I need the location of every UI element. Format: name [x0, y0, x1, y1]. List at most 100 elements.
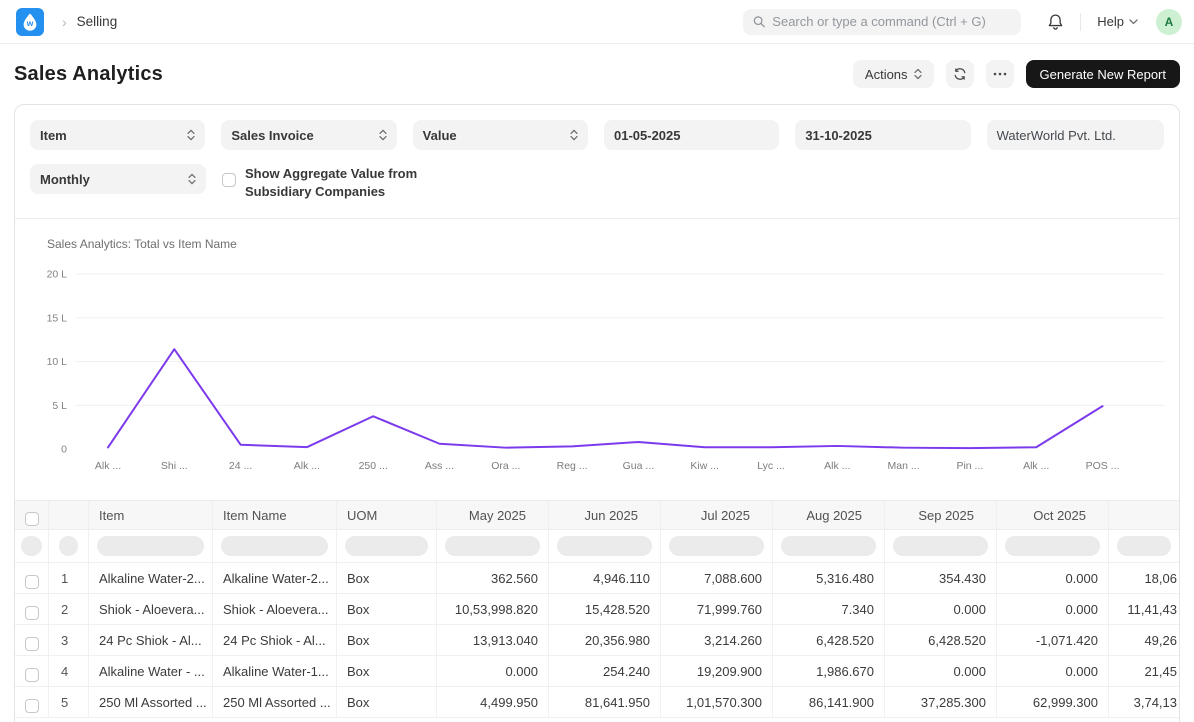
tree-type-select[interactable]: Item	[30, 120, 205, 150]
search-input[interactable]	[772, 14, 1011, 29]
column-filter-input[interactable]	[1117, 536, 1171, 556]
filter-cell[interactable]	[773, 530, 885, 562]
month-value-cell[interactable]: 5,316.480	[773, 563, 885, 593]
month-value-cell[interactable]: -1,071.420	[997, 625, 1109, 655]
item-name-cell[interactable]: Shiok - Aloevera...	[213, 594, 337, 624]
item-cell[interactable]: 24 Pc Shiok - Al...	[89, 625, 213, 655]
month-value-cell[interactable]: 15,428.520	[549, 594, 661, 624]
row-checkbox[interactable]	[25, 606, 39, 620]
filter-cell[interactable]	[437, 530, 549, 562]
row-checkbox[interactable]	[25, 699, 39, 713]
month-value-cell[interactable]: 0.000	[885, 656, 997, 686]
month-value-cell[interactable]: 13,913.040	[437, 625, 549, 655]
aggregate-checkbox-group[interactable]: Show Aggregate Value from Subsidiary Com…	[222, 164, 445, 200]
item-cell[interactable]: 250 Ml Assorted ...	[89, 687, 213, 717]
column-header[interactable]	[1109, 501, 1179, 529]
month-value-cell[interactable]: 6,428.520	[773, 625, 885, 655]
month-value-cell[interactable]: 0.000	[997, 594, 1109, 624]
total-cell-clipped[interactable]: 21,45	[1109, 656, 1179, 686]
month-value-cell[interactable]: 4,499.950	[437, 687, 549, 717]
month-value-cell[interactable]: 4,946.110	[549, 563, 661, 593]
month-value-cell[interactable]: 7.340	[773, 594, 885, 624]
month-value-cell[interactable]: 37,285.300	[885, 687, 997, 717]
item-name-cell[interactable]: Alkaline Water-2...	[213, 563, 337, 593]
column-filter-input[interactable]	[21, 536, 42, 556]
row-checkbox-cell[interactable]	[15, 656, 49, 686]
row-checkbox-cell[interactable]	[15, 625, 49, 655]
filter-cell[interactable]	[213, 530, 337, 562]
row-checkbox-cell[interactable]	[15, 563, 49, 593]
column-header[interactable]: Jun 2025	[549, 501, 661, 529]
month-value-cell[interactable]: 1,01,570.300	[661, 687, 773, 717]
column-filter-input[interactable]	[221, 536, 328, 556]
help-menu[interactable]: Help	[1097, 14, 1138, 29]
filter-cell[interactable]	[549, 530, 661, 562]
actions-button[interactable]: Actions	[853, 60, 934, 88]
to-date-input[interactable]: 31-10-2025	[795, 120, 970, 150]
select-all-checkbox[interactable]	[25, 512, 39, 526]
uom-cell[interactable]: Box	[337, 563, 437, 593]
user-avatar[interactable]: A	[1156, 9, 1182, 35]
column-header[interactable]: Aug 2025	[773, 501, 885, 529]
row-checkbox[interactable]	[25, 637, 39, 651]
column-header[interactable]: May 2025	[437, 501, 549, 529]
month-value-cell[interactable]: 1,986.670	[773, 656, 885, 686]
month-value-cell[interactable]: 0.000	[437, 656, 549, 686]
company-input[interactable]: WaterWorld Pvt. Ltd.	[987, 120, 1164, 150]
filter-cell[interactable]	[885, 530, 997, 562]
total-cell-clipped[interactable]: 11,41,43	[1109, 594, 1179, 624]
row-checkbox-cell[interactable]	[15, 594, 49, 624]
month-value-cell[interactable]: 10,53,998.820	[437, 594, 549, 624]
item-name-cell[interactable]: Alkaline Water-1...	[213, 656, 337, 686]
column-filter-input[interactable]	[445, 536, 540, 556]
filter-cell[interactable]	[997, 530, 1109, 562]
filter-cell[interactable]	[89, 530, 213, 562]
value-quantity-select[interactable]: Value	[413, 120, 588, 150]
filter-cell[interactable]	[49, 530, 89, 562]
from-date-input[interactable]: 01-05-2025	[604, 120, 779, 150]
month-value-cell[interactable]: 20,356.980	[549, 625, 661, 655]
item-name-cell[interactable]: 250 Ml Assorted ...	[213, 687, 337, 717]
filter-cell[interactable]	[1109, 530, 1179, 562]
app-logo[interactable]: w	[16, 8, 44, 36]
month-value-cell[interactable]: 6,428.520	[885, 625, 997, 655]
item-cell[interactable]: Alkaline Water - ...	[89, 656, 213, 686]
generate-new-report-button[interactable]: Generate New Report	[1026, 60, 1180, 88]
month-value-cell[interactable]: 362.560	[437, 563, 549, 593]
column-filter-input[interactable]	[59, 536, 78, 556]
column-filter-input[interactable]	[781, 536, 876, 556]
filter-cell[interactable]	[661, 530, 773, 562]
aggregate-checkbox[interactable]	[222, 173, 236, 187]
month-value-cell[interactable]: 71,999.760	[661, 594, 773, 624]
column-header[interactable]: Item	[89, 501, 213, 529]
uom-cell[interactable]: Box	[337, 656, 437, 686]
month-value-cell[interactable]: 86,141.900	[773, 687, 885, 717]
item-cell[interactable]: Alkaline Water-2...	[89, 563, 213, 593]
column-filter-input[interactable]	[97, 536, 204, 556]
notifications-button[interactable]	[1047, 13, 1064, 31]
global-search[interactable]	[743, 9, 1021, 35]
uom-cell[interactable]: Box	[337, 687, 437, 717]
uom-cell[interactable]: Box	[337, 594, 437, 624]
column-header[interactable]: UOM	[337, 501, 437, 529]
month-value-cell[interactable]: 62,999.300	[997, 687, 1109, 717]
breadcrumb[interactable]: Selling	[77, 14, 118, 29]
row-checkbox[interactable]	[25, 668, 39, 682]
column-header[interactable]: Jul 2025	[661, 501, 773, 529]
uom-cell[interactable]: Box	[337, 625, 437, 655]
column-header[interactable]: Item Name	[213, 501, 337, 529]
total-cell-clipped[interactable]: 3,74,13	[1109, 687, 1179, 717]
column-filter-input[interactable]	[1005, 536, 1100, 556]
month-value-cell[interactable]: 3,214.260	[661, 625, 773, 655]
refresh-button[interactable]	[946, 60, 974, 88]
month-value-cell[interactable]: 0.000	[997, 656, 1109, 686]
item-name-cell[interactable]: 24 Pc Shiok - Al...	[213, 625, 337, 655]
month-value-cell[interactable]: 0.000	[885, 594, 997, 624]
item-cell[interactable]: Shiok - Aloevera...	[89, 594, 213, 624]
column-filter-input[interactable]	[557, 536, 652, 556]
month-value-cell[interactable]: 354.430	[885, 563, 997, 593]
column-header[interactable]: Oct 2025	[997, 501, 1109, 529]
filter-cell[interactable]	[15, 530, 49, 562]
more-options-button[interactable]	[986, 60, 1014, 88]
month-value-cell[interactable]: 81,641.950	[549, 687, 661, 717]
